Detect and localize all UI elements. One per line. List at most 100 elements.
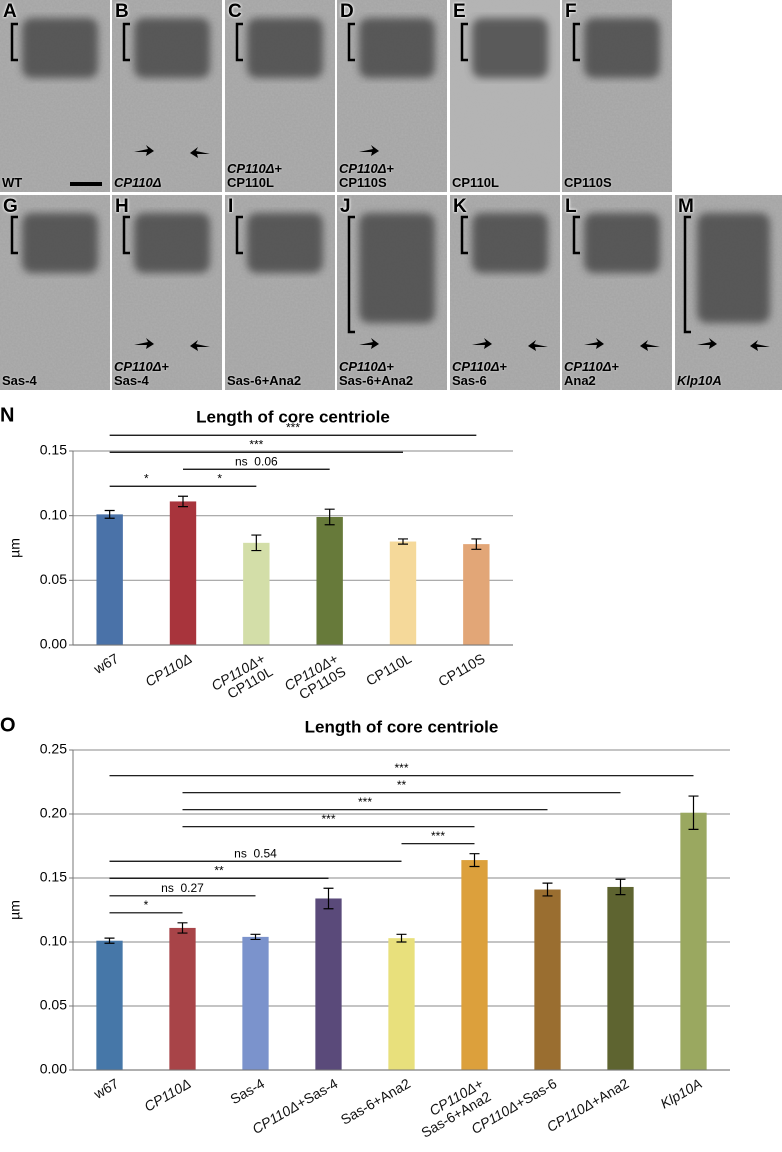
centriole (472, 18, 548, 78)
centriole (134, 18, 210, 78)
error-bar (396, 933, 407, 943)
error-bar (178, 495, 188, 508)
error-bar (469, 853, 480, 868)
panel-letter: F (565, 1, 577, 22)
panel-letter: A (3, 1, 17, 22)
arrow (359, 338, 379, 349)
significance-label: ns 0.27 (161, 881, 204, 895)
centriole (247, 18, 323, 78)
y-tick-label: 0.15 (40, 869, 67, 885)
arrow (190, 340, 210, 351)
panel-caption: Sas-6+Ana2 (227, 373, 302, 388)
bar (169, 927, 196, 1070)
significance-label: ** (214, 863, 224, 877)
y-tick-label: 0.20 (40, 805, 67, 821)
significance-label: * (217, 471, 222, 485)
centriole (359, 213, 435, 323)
bar (96, 514, 123, 645)
arrow (472, 338, 492, 349)
panel-letter: L (565, 196, 577, 217)
error-bar (251, 534, 262, 552)
panel-caption: WT (2, 175, 23, 190)
panel-caption: Klp10A (677, 373, 722, 388)
arrow (134, 338, 154, 349)
panel-caption: CP110S (564, 175, 612, 190)
bar (169, 501, 197, 645)
significance-label: ns 0.06 (235, 454, 278, 468)
bracket (460, 215, 468, 255)
y-tick-label: 0.10 (40, 506, 67, 522)
y-tick-label: 0.25 (40, 741, 67, 757)
significance-label: *** (431, 829, 445, 843)
error-bar (324, 508, 335, 526)
arrow (697, 338, 717, 349)
panel-letter: B (115, 1, 129, 22)
panel-letter: M (678, 196, 694, 217)
significance-label: * (144, 898, 149, 912)
centriole (134, 213, 210, 273)
panel-letter: H (115, 196, 129, 217)
panel-caption: CP110Δ+ Sas-6+Ana2 (339, 359, 414, 388)
bar (389, 541, 417, 645)
error-bar (250, 933, 261, 941)
bracket (10, 215, 18, 255)
bracket (122, 22, 130, 62)
error-bar (177, 922, 188, 934)
y-tick-label: 0.10 (40, 933, 67, 949)
panel-letter: J (340, 196, 351, 217)
panel-letter: E (453, 1, 466, 22)
error-bar (471, 538, 482, 550)
significance-label: *** (358, 795, 372, 809)
bracket (572, 215, 580, 255)
bar (607, 886, 634, 1070)
centriole (22, 18, 98, 78)
arrow (359, 145, 379, 156)
bar (388, 938, 415, 1070)
panel-caption: CP110L (452, 175, 499, 190)
chart-title: Length of core centriole (196, 407, 390, 426)
significance-label: *** (321, 812, 335, 826)
error-bar (542, 882, 553, 897)
significance-label: *** (249, 437, 263, 451)
bar (534, 889, 561, 1070)
centriole (584, 213, 660, 273)
bracket (235, 215, 243, 255)
centriole (359, 18, 435, 78)
panel-letter: D (340, 1, 354, 22)
error-bar (398, 538, 408, 545)
centriole (472, 213, 548, 273)
panel-letter: I (228, 196, 234, 217)
panel-caption: CP110Δ+ Ana2 (564, 359, 620, 388)
error-bar (615, 878, 626, 896)
panel-letter: N (0, 404, 14, 426)
panel-letter: K (453, 196, 467, 217)
panel-letter: O (0, 714, 16, 736)
arrow (584, 338, 604, 349)
error-bar (688, 795, 699, 830)
bar (316, 516, 343, 645)
bracket (122, 215, 130, 255)
arrow (750, 340, 770, 351)
bar (463, 544, 490, 645)
error-bar (104, 509, 115, 519)
bracket (347, 215, 355, 334)
bracket (572, 22, 580, 62)
bracket (683, 215, 691, 334)
y-tick-label: 0.15 (40, 442, 67, 458)
centriole (584, 18, 660, 78)
significance-label: ns 0.54 (234, 846, 277, 860)
y-tick-label: 0.00 (40, 1061, 67, 1077)
panel-letter: C (228, 1, 242, 22)
panel-caption: Sas-4 (2, 373, 37, 388)
significance-label: ** (397, 778, 407, 792)
y-tick-label: 0.00 (40, 636, 67, 652)
error-bar (323, 887, 334, 910)
arrow (134, 145, 154, 156)
panel-caption: CP110Δ+ Sas-4 (114, 359, 170, 388)
arrow (528, 340, 548, 351)
bracket (347, 22, 355, 62)
bar (680, 812, 707, 1070)
bar (315, 898, 342, 1070)
